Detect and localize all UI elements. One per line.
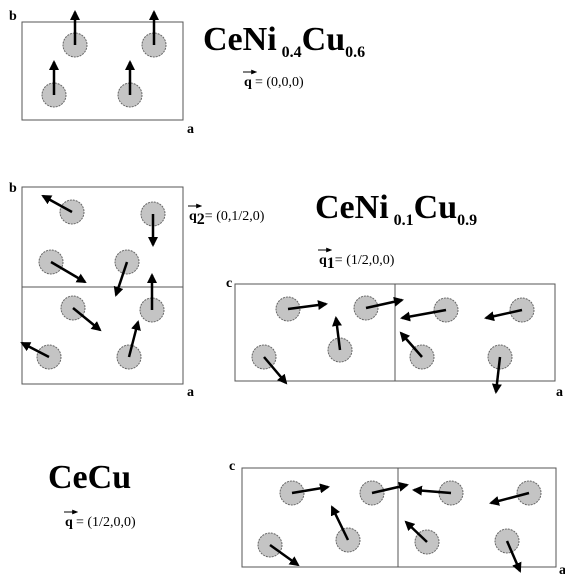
axis-label: a [187, 385, 194, 400]
q-symbol: q [65, 515, 73, 530]
formula: CeNi 0.4Cu0.6 [203, 21, 365, 61]
formula: CeCu [48, 459, 131, 496]
moment-arrow [263, 356, 288, 385]
axis-label: b [9, 181, 17, 196]
q-vector: q = (0,0,0) [243, 69, 304, 90]
moment-arrow [50, 260, 87, 284]
axis-label: a [559, 563, 565, 574]
cell [397, 467, 557, 568]
moment-arrow [371, 481, 409, 495]
moment-arrow [127, 320, 141, 358]
q-symbol: q [244, 75, 252, 90]
moment-arrow [489, 491, 530, 506]
moment-arrow [412, 485, 452, 496]
axis-label: a [556, 385, 563, 400]
moment-arrow [505, 540, 522, 573]
cell [394, 283, 556, 382]
q-vector: q2= (0,1/2,0) [188, 203, 265, 228]
q-value: = (1/2,0,0) [76, 515, 136, 530]
axis-label: c [229, 459, 235, 474]
q-label: q1= (1/2,0,0) [319, 253, 395, 272]
q-vector: q1= (1/2,0,0) [318, 247, 395, 272]
cell [21, 286, 184, 385]
q-value: = (0,0,0) [255, 75, 304, 90]
moment-arrow [269, 543, 300, 567]
axis-label: a [187, 122, 194, 137]
moment-arrow [330, 505, 350, 541]
axis-label: b [9, 9, 17, 24]
moment-arrow [484, 308, 523, 322]
moment-arrow [20, 341, 50, 359]
axis-label: c [226, 276, 232, 291]
moment-arrow [72, 307, 102, 332]
moment-arrow [404, 520, 428, 543]
q-vector: q = (1/2,0,0) [64, 509, 136, 530]
moment-arrow [332, 316, 342, 351]
moment-arrow [400, 308, 447, 322]
cell [21, 21, 184, 121]
moment-arrow [491, 356, 502, 394]
moment-arrow [113, 261, 129, 297]
moment-arrow [287, 300, 328, 311]
moment-arrow [365, 296, 404, 310]
moment-arrow [291, 483, 330, 495]
formula: CeNi 0.1Cu0.9 [315, 189, 477, 229]
q-label: q2= (0,1/2,0) [189, 209, 265, 228]
moment-arrow [41, 194, 73, 214]
atoms [20, 10, 542, 573]
unit-cells [21, 21, 557, 568]
moment-arrow [399, 331, 423, 358]
